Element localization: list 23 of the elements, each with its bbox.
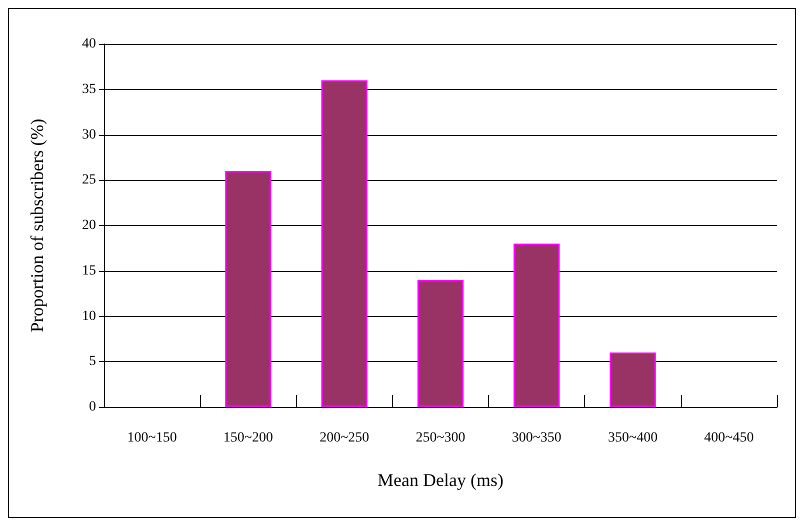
- bar: [610, 352, 656, 407]
- bar: [321, 80, 368, 407]
- x-tick-label: 150~200: [223, 430, 274, 446]
- y-tick-label: 25: [82, 172, 96, 188]
- y-tick-label: 10: [82, 308, 96, 324]
- bar: [514, 244, 560, 407]
- x-tick-label: 100~150: [127, 430, 177, 446]
- bar: [225, 171, 272, 407]
- y-tick-label: 40: [82, 36, 96, 52]
- y-tick-label: 35: [82, 82, 96, 97]
- y-tick-label: 30: [82, 127, 96, 142]
- x-axis-title: Mean Delay (ms): [378, 470, 504, 490]
- x-tick-label: 250~300: [416, 430, 466, 446]
- y-tick-label: 0: [89, 400, 96, 414]
- y-tick-label: 20: [82, 218, 96, 233]
- x-tick-label: 200~250: [320, 430, 370, 446]
- y-tick-label: 5: [89, 354, 96, 370]
- bar: [417, 280, 464, 407]
- y-tick-label: 15: [82, 263, 96, 278]
- x-tick-label: 300~350: [512, 430, 562, 446]
- x-tick-label: 350~400: [608, 430, 658, 446]
- y-axis-title: Proportion of subscribers (%): [27, 118, 47, 332]
- x-tick-label: 400~450: [704, 430, 754, 446]
